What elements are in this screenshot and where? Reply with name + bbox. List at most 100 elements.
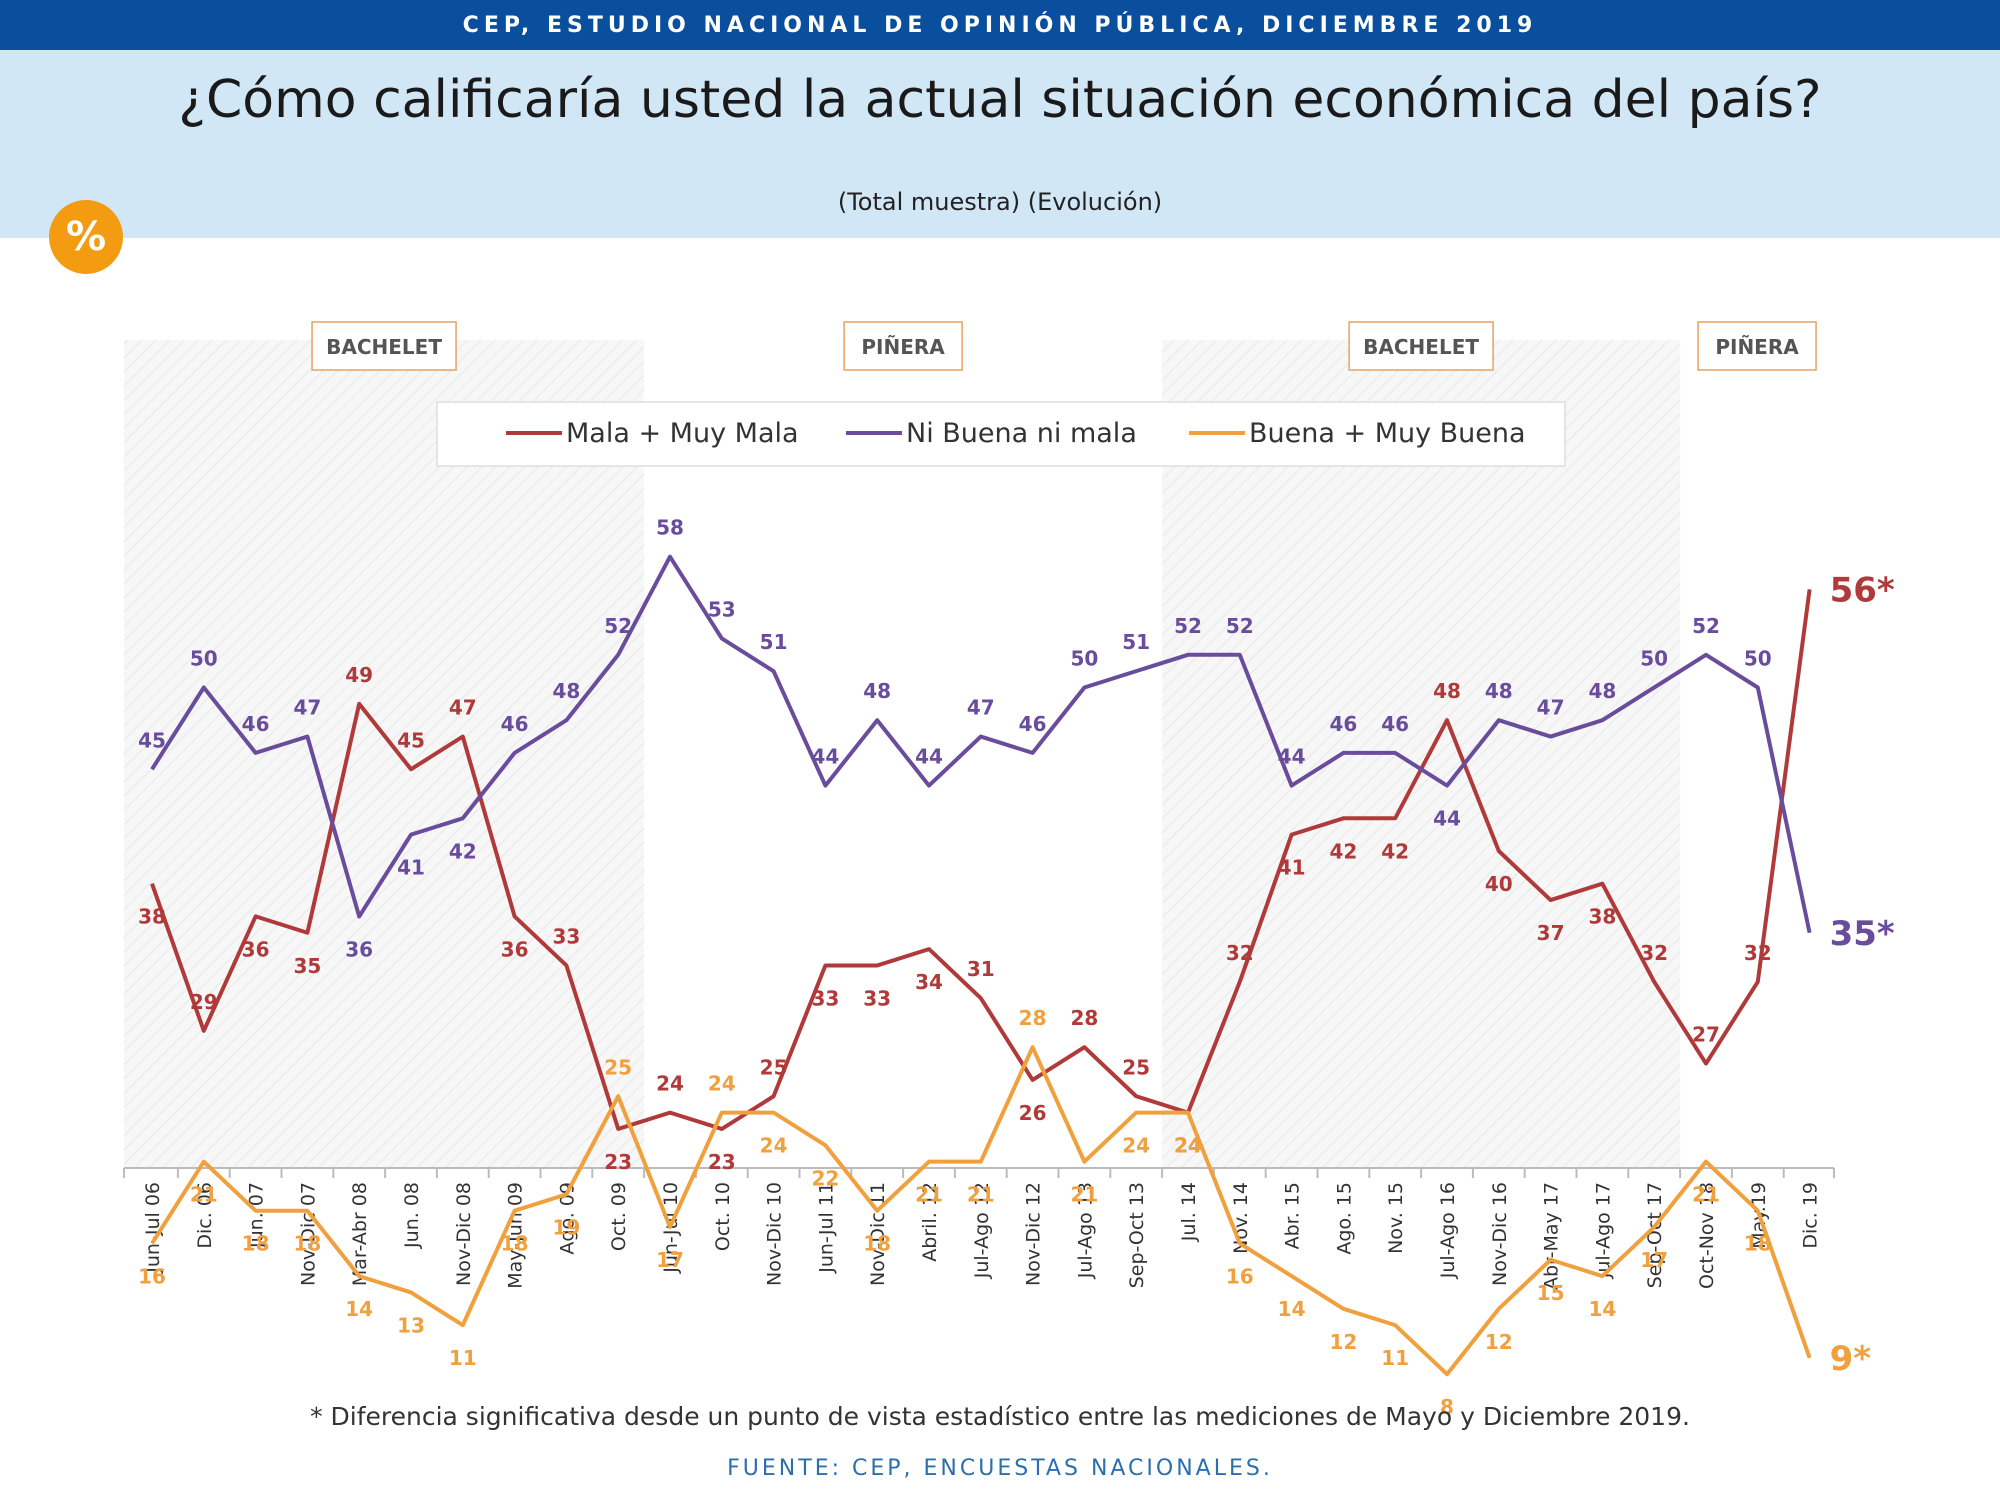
data-label-0-0: 38 <box>138 905 166 929</box>
data-label-0-5: 45 <box>397 728 425 752</box>
x-tick-label-12: Nov-Dic 10 <box>764 1182 786 1286</box>
data-label-0-26: 40 <box>1485 872 1513 896</box>
data-label-1-18: 50 <box>1070 647 1098 671</box>
data-label-2-26: 12 <box>1485 1330 1513 1354</box>
data-label-1-0: 45 <box>138 728 166 752</box>
data-label-1-20: 52 <box>1174 614 1202 638</box>
x-tick-label-28: Jul-Ago 17 <box>1592 1182 1614 1279</box>
data-label-1-19: 51 <box>1122 630 1150 654</box>
x-tick-label-8: Ago. 09 <box>556 1182 578 1255</box>
data-label-0-22: 41 <box>1278 856 1306 880</box>
data-label-1-8: 48 <box>552 679 580 703</box>
period-shade-0 <box>124 340 645 1168</box>
data-label-2-13: 22 <box>811 1166 839 1190</box>
data-label-1-13: 44 <box>811 745 839 769</box>
period-label-1: PIÑERA <box>861 335 945 359</box>
data-label-0-24: 42 <box>1381 839 1409 863</box>
x-tick-label-30: Oct-Nov 18 <box>1696 1182 1718 1289</box>
data-label-0-2: 36 <box>242 937 270 961</box>
data-label-2-4: 14 <box>345 1297 373 1321</box>
data-label-1-25: 44 <box>1433 807 1461 831</box>
x-tick-label-26: Nov-Dic 16 <box>1489 1182 1511 1286</box>
period-label-box-1 <box>843 321 963 371</box>
data-label-0-1: 29 <box>190 990 218 1014</box>
data-label-2-21: 16 <box>1226 1264 1254 1288</box>
data-label-2-31: 18 <box>1744 1232 1772 1256</box>
data-label-2-20: 24 <box>1174 1134 1202 1158</box>
x-tick-label-24: Nov. 15 <box>1385 1182 1407 1254</box>
footnote: * Diferencia significativa desde un punt… <box>310 1402 1690 1431</box>
data-label-1-28: 48 <box>1588 679 1616 703</box>
top-banner: CEP, ESTUDIO NACIONAL DE OPINIÓN PÚBLICA… <box>0 0 2000 50</box>
x-tick-label-4: Mar-Abr 08 <box>349 1182 371 1286</box>
data-label-1-2: 46 <box>242 712 270 736</box>
data-label-1-22: 44 <box>1278 745 1306 769</box>
data-label-1-11: 53 <box>708 597 736 621</box>
x-tick-label-18: Jul-Ago 13 <box>1074 1182 1096 1279</box>
series-line-1 <box>150 554 1812 934</box>
percent-badge-icon: % <box>49 200 123 274</box>
end-label-0: 56* <box>1830 570 1895 610</box>
series-line-0 <box>150 589 1812 1131</box>
data-label-0-23: 42 <box>1329 839 1357 863</box>
data-label-0-3: 35 <box>293 954 321 978</box>
data-label-0-8: 33 <box>552 924 580 948</box>
end-label-2: 9* <box>1830 1339 1872 1379</box>
x-tick-label-3: Nov-Dic 07 <box>297 1182 319 1286</box>
data-label-1-3: 47 <box>293 696 321 720</box>
x-tick-label-27: Abr-May 17 <box>1541 1182 1563 1290</box>
data-label-2-18: 21 <box>1070 1183 1098 1207</box>
data-label-2-25: 8 <box>1440 1395 1454 1419</box>
data-label-2-10: 17 <box>656 1248 684 1272</box>
x-tick-label-11: Oct. 10 <box>712 1182 734 1251</box>
data-label-1-31: 50 <box>1744 647 1772 671</box>
x-tick-label-1: Dic. 06 <box>194 1182 216 1249</box>
data-label-1-27: 47 <box>1537 696 1565 720</box>
series-line-2 <box>150 1045 1812 1377</box>
data-label-1-23: 46 <box>1329 712 1357 736</box>
source-note: FUENTE: CEP, ENCUESTAS NACIONALES. <box>727 1456 1273 1481</box>
end-label-1: 35* <box>1830 914 1895 954</box>
x-tick-label-15: Abril. 12 <box>919 1182 941 1262</box>
data-label-0-13: 33 <box>811 986 839 1010</box>
legend-label-1: Ni Buena ni mala <box>906 418 1137 449</box>
data-label-0-30: 27 <box>1692 1023 1720 1047</box>
data-label-2-17: 28 <box>1019 1006 1047 1030</box>
data-label-1-17: 46 <box>1019 712 1047 736</box>
x-tick-label-6: Nov-Dic 08 <box>453 1182 475 1286</box>
data-label-0-20: 24 <box>1174 1134 1202 1158</box>
data-label-1-6: 42 <box>449 839 477 863</box>
data-label-1-10: 58 <box>656 516 684 540</box>
data-label-1-21: 52 <box>1226 614 1254 638</box>
data-label-2-7: 18 <box>501 1232 529 1256</box>
header-panel <box>0 50 2000 238</box>
x-tick-label-25: Jul-Ago 16 <box>1437 1182 1459 1279</box>
period-label-2: BACHELET <box>1363 335 1479 359</box>
x-tick-label-17: Nov-Dic 12 <box>1023 1182 1045 1286</box>
x-tick-label-2: Jun. 07 <box>246 1182 268 1249</box>
period-label-0: BACHELET <box>326 335 442 359</box>
data-label-0-14: 33 <box>863 986 891 1010</box>
data-label-1-7: 46 <box>501 712 529 736</box>
data-label-0-25: 48 <box>1433 679 1461 703</box>
data-label-0-6: 47 <box>449 696 477 720</box>
data-label-1-24: 46 <box>1381 712 1409 736</box>
data-label-2-6: 11 <box>449 1346 477 1370</box>
data-label-1-1: 50 <box>190 647 218 671</box>
data-label-2-5: 13 <box>397 1313 425 1337</box>
data-label-1-30: 52 <box>1692 614 1720 638</box>
data-label-1-15: 44 <box>915 745 943 769</box>
data-label-0-12: 25 <box>760 1055 788 1079</box>
data-label-2-16: 21 <box>967 1183 995 1207</box>
chart-title: ¿Cómo calificaría usted la actual situac… <box>178 70 1822 130</box>
data-label-2-30: 21 <box>1692 1183 1720 1207</box>
data-label-2-0: 16 <box>138 1264 166 1288</box>
data-label-2-28: 14 <box>1588 1297 1616 1321</box>
period-label-3: PIÑERA <box>1715 335 1799 359</box>
data-label-1-29: 50 <box>1640 647 1668 671</box>
data-label-2-11: 24 <box>708 1072 736 1096</box>
data-label-0-15: 34 <box>915 970 943 994</box>
x-tick-label-29: Sep-Oct 17 <box>1644 1182 1666 1288</box>
data-label-0-4: 49 <box>345 663 373 687</box>
